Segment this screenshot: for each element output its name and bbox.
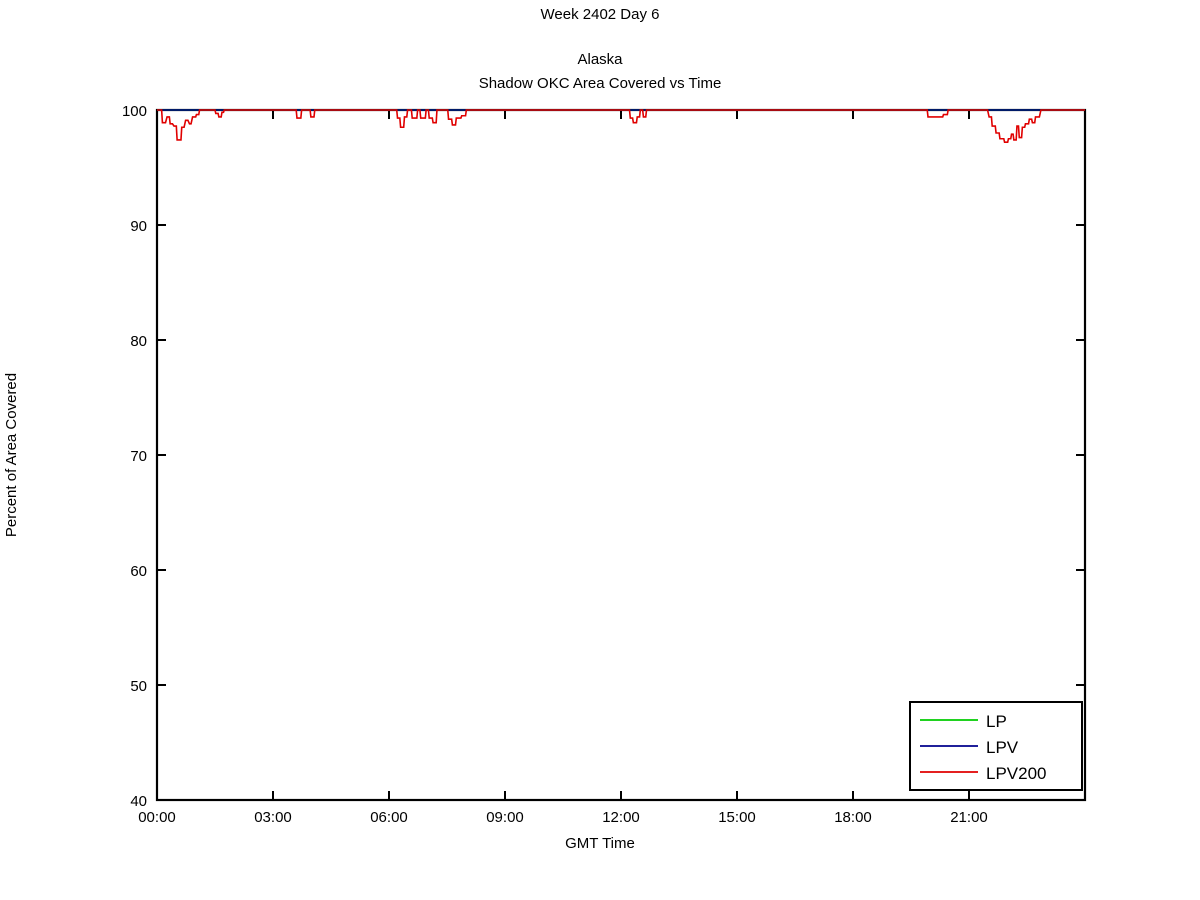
y-tick-label: 90 xyxy=(130,218,147,235)
x-tick-label: 18:00 xyxy=(834,809,872,826)
chart-title-line-1: Alaska xyxy=(577,51,623,68)
legend-label-lpv200: LPV200 xyxy=(986,764,1047,783)
y-tick-label: 80 xyxy=(130,333,147,350)
series-line-lpv200 xyxy=(157,109,1085,143)
legend-label-lp: LP xyxy=(986,712,1007,731)
axes-layer xyxy=(155,108,1087,802)
x-tick-label: 00:00 xyxy=(138,809,176,826)
x-tick-label: 21:00 xyxy=(950,809,988,826)
series-layer xyxy=(157,109,1085,143)
legend-label-lpv: LPV xyxy=(986,738,1019,757)
y-tick-label: 50 xyxy=(130,678,147,695)
y-tick-label: 70 xyxy=(130,448,147,465)
x-tick-label: 12:00 xyxy=(602,809,640,826)
x-tick-label: 09:00 xyxy=(486,809,524,826)
figure-suptitle: Week 2402 Day 6 xyxy=(540,6,660,23)
x-tick-label: 06:00 xyxy=(370,809,408,826)
tick-label-layer: 00:00 03:00 06:00 09:00 12:00 15:00 18:00 21:00… xyxy=(122,103,988,826)
x-axis-label: GMT Time xyxy=(565,835,635,852)
x-tick-label: 15:00 xyxy=(718,809,756,826)
chart-title-line-2: Shadow OKC Area Covered vs Time xyxy=(478,75,722,92)
x-tick-label: 03:00 xyxy=(254,809,292,826)
y-tick-label: 40 xyxy=(130,793,147,810)
legend-layer: LP LPV LPV200 xyxy=(909,701,1083,791)
axes-frame xyxy=(155,108,1087,802)
y-tick-label: 60 xyxy=(130,563,147,580)
y-tick-label: 100 xyxy=(122,103,147,120)
